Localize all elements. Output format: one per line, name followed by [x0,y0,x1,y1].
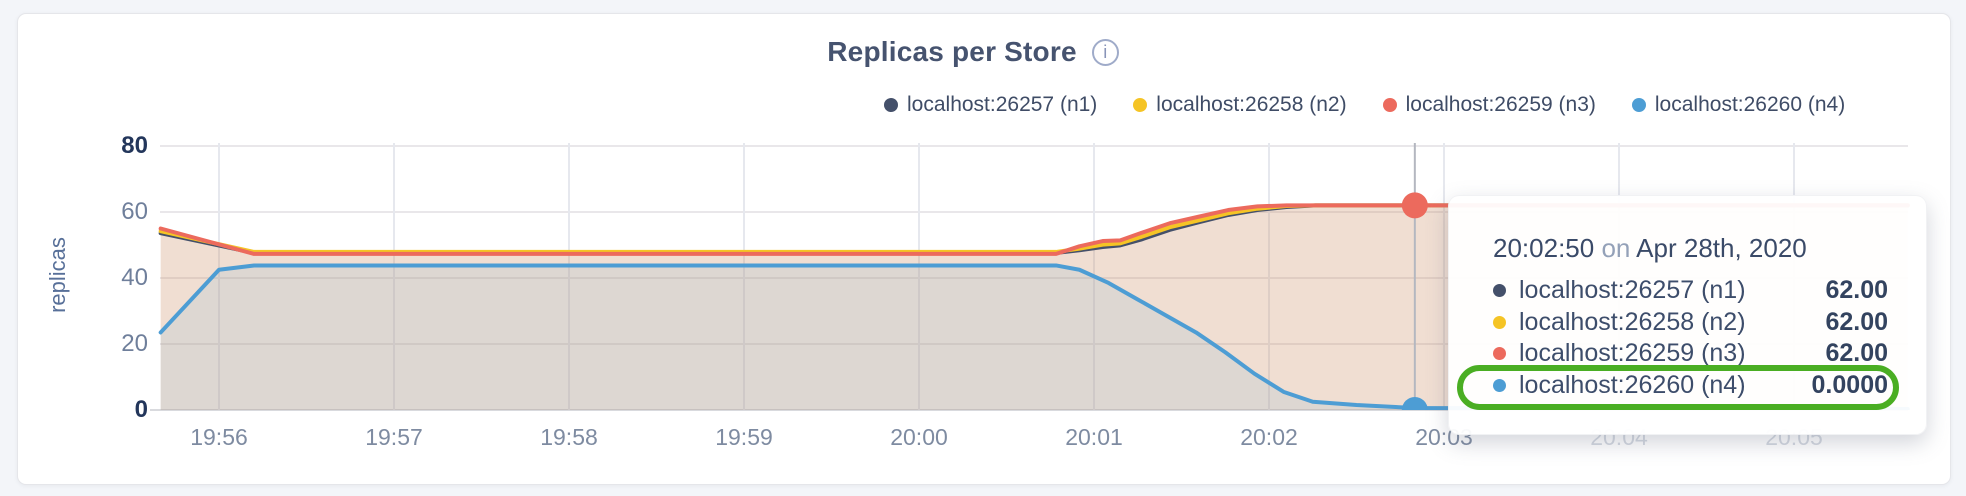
legend-dot [1631,98,1646,112]
tooltip-row: localhost:26258 (n2) 62.00 [1493,307,1888,339]
x-tick-label: 19:58 [540,424,598,450]
legend-dot [884,98,898,112]
area-fill-blue-overlap [160,265,1908,410]
x-tick-label: 19:56 [190,424,248,450]
tooltip-row-label: localhost:26257 (n1) [1519,276,1746,305]
tooltip-conjunction: on [1601,233,1631,263]
x-tick-label: 19:57 [365,424,423,450]
legend-label: localhost:26257 (n1) [907,93,1098,116]
y-tick-label: 20 [121,330,148,357]
tooltip-row-dot [1493,347,1506,361]
x-tick-label: 20:01 [1065,424,1123,450]
tooltip-row-value: 62.00 [1825,339,1888,368]
chart-header: Replicas per Store i [0,36,1946,68]
x-tick-label: 20:02 [1240,424,1298,450]
y-tick-label: 40 [121,264,148,291]
legend-item[interactable]: localhost:26257 (n1) [884,93,1097,117]
info-icon-glyph: i [1103,41,1108,62]
chart-title: Replicas per Store [827,36,1077,67]
x-tick-label: 19:59 [715,424,773,450]
series-line-n3 [158,203,1910,256]
chart-legend: localhost:26257 (n1) localhost:26258 (n2)… [884,93,1845,117]
tooltip-row-label: localhost:26258 (n2) [1519,307,1746,336]
legend-dot [1382,98,1397,112]
y-tick-label: 0 [134,396,148,423]
y-tick-label: 80 [121,132,148,159]
x-tick-label: 20:00 [890,424,948,450]
legend-item[interactable]: localhost:26259 (n3) [1382,93,1596,117]
legend-item[interactable]: localhost:26260 (n4) [1631,93,1846,117]
tooltip-row: localhost:26257 (n1) 62.00 [1493,275,1888,307]
legend-item[interactable]: localhost:26258 (n2) [1133,93,1347,117]
series-line-n4 [158,263,1910,410]
tooltip-timestamp: 20:02:50 on Apr 28th, 2020 [1493,232,1888,264]
tooltip-rows: localhost:26257 (n1) 62.00 localhost:26258… [1457,275,1899,411]
legend-label: localhost:26258 (n2) [1156,93,1347,116]
info-icon[interactable]: i [1091,38,1119,66]
tooltip-row-value: 62.00 [1825,307,1888,336]
legend-dot [1133,98,1148,112]
tooltip-row-label: localhost:26260 (n4) [1519,371,1746,400]
tooltip-row-label: localhost:26259 (n3) [1519,339,1746,368]
legend-label: localhost:26260 (n4) [1654,93,1846,116]
tooltip-row-value: 0.0000 [1811,371,1888,400]
tooltip-row-value: 62.00 [1825,276,1888,305]
highlight-dot-n3 [1401,192,1428,219]
tooltip-row-dot [1493,284,1506,298]
tooltip-row: localhost:26260 (n4) 0.0000 [1457,364,1899,411]
legend-label: localhost:26259 (n3) [1405,93,1596,116]
chart-tooltip: 20:02:50 on Apr 28th, 2020 localhost:262… [1448,195,1927,435]
tooltip-row-dot [1493,315,1506,329]
tooltip-row-dot [1493,379,1506,393]
y-tick-label: 60 [121,198,148,225]
highlight-dot-n4 [1401,397,1428,410]
tooltip-time: 20:02:50 [1493,233,1595,263]
tooltip-date: Apr 28th, 2020 [1636,233,1807,263]
tooltip-row: localhost:26259 (n3) 62.00 [1493,338,1888,370]
